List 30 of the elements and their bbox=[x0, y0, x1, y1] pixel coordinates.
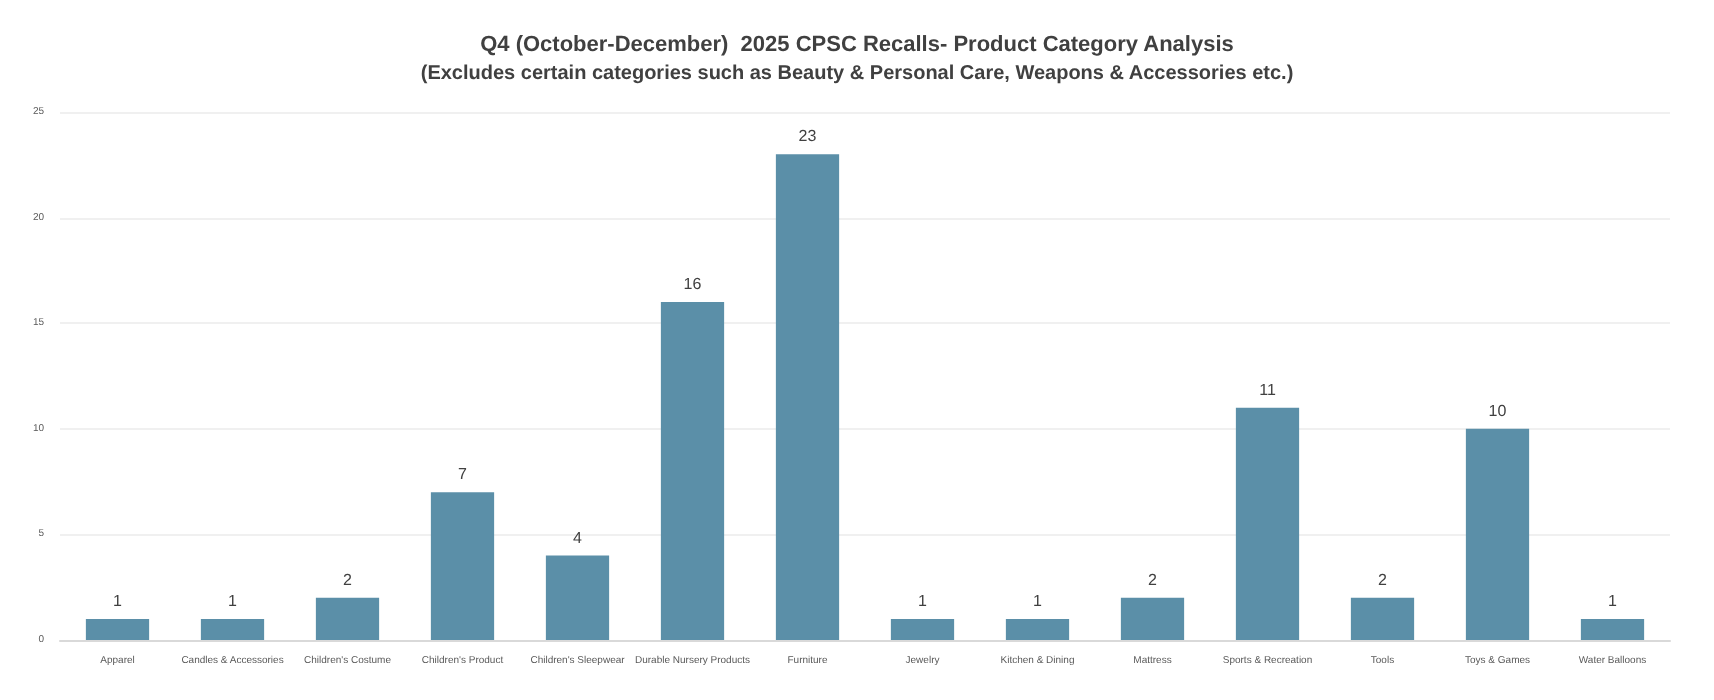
data-label: 10 bbox=[1488, 401, 1508, 420]
bar bbox=[1120, 597, 1185, 640]
bar bbox=[1580, 618, 1645, 640]
data-label: 1 bbox=[113, 591, 124, 610]
data-label: 23 bbox=[798, 127, 818, 146]
bar bbox=[775, 154, 840, 640]
bar bbox=[200, 618, 265, 640]
data-label: 1 bbox=[228, 591, 239, 610]
chart-title: Q4 (October-December) 2025 CPSC Recalls- Product Category Analysis bbox=[480, 33, 1234, 57]
bar bbox=[1465, 428, 1530, 640]
chart-subtitle: (Excludes certain categories such as Beauty & Personal Care, Weapons & Accessories etc.) bbox=[420, 63, 1294, 85]
bar bbox=[315, 597, 380, 640]
data-label: 1 bbox=[1608, 591, 1619, 610]
bar bbox=[890, 618, 955, 640]
data-label: 2 bbox=[1378, 570, 1389, 589]
bar bbox=[660, 302, 725, 640]
bar bbox=[1350, 597, 1415, 640]
data-label: 11 bbox=[1259, 380, 1277, 399]
bar bbox=[1005, 618, 1070, 640]
bar bbox=[430, 492, 495, 640]
bar bbox=[1235, 407, 1300, 640]
data-label: 2 bbox=[343, 570, 354, 589]
data-label: 4 bbox=[573, 528, 584, 547]
data-label: 1 bbox=[918, 591, 929, 610]
data-label: 7 bbox=[458, 465, 469, 484]
bar bbox=[545, 555, 610, 640]
data-label: 1 bbox=[1033, 591, 1044, 610]
bar bbox=[85, 618, 150, 640]
data-label: 2 bbox=[1148, 570, 1159, 589]
data-label: 16 bbox=[683, 275, 703, 294]
